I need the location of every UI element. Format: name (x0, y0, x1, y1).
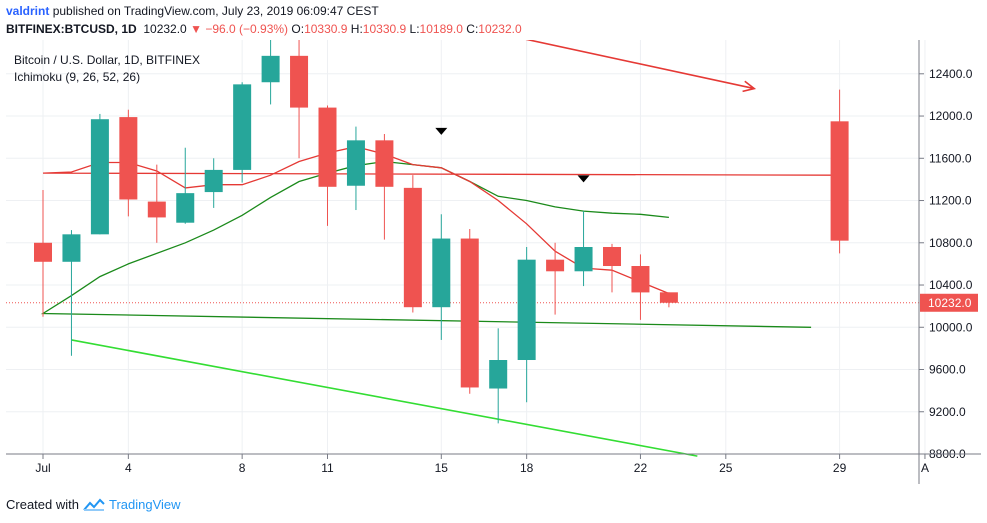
close-label: C: (466, 22, 479, 36)
candle-body (147, 201, 166, 218)
candle-body (62, 234, 81, 262)
candle-body (290, 55, 309, 108)
candle-body (659, 292, 678, 303)
change-down-icon: ▼ (190, 22, 202, 36)
chart-background (6, 40, 981, 490)
candlestick-chart[interactable]: 12400.0 12000.0 11600.0 11200.0 10800.0 10400… (6, 40, 981, 490)
candle-body (546, 259, 565, 272)
candle-body (261, 55, 280, 83)
y-tick-label: 11600.0 (929, 151, 972, 165)
chart-container[interactable]: 12400.0 12000.0 11600.0 11200.0 10800.0 10400… (6, 40, 981, 490)
down-marker (435, 127, 448, 135)
low-value: 10189.0 (419, 22, 463, 36)
candle-body (375, 140, 394, 187)
symbol-header: BITFINEX:BTCUSD, 1D 10232.0 ▼ −96.0 (−0.… (6, 22, 522, 36)
candle-body (574, 247, 593, 272)
trendlines (71, 40, 757, 457)
candle-body (176, 193, 195, 223)
support-trendline (71, 339, 698, 457)
low-label: L: (409, 22, 420, 36)
x-tick-label: 25 (719, 461, 733, 475)
resistance-trendline (525, 40, 755, 90)
y-tick-label: 10000.0 (929, 320, 973, 334)
candle-body (432, 238, 451, 308)
candle-body (233, 84, 252, 170)
x-tick-label: 4 (125, 461, 132, 475)
candle-body (34, 242, 52, 262)
publish-header: valdrint published on TradingView.com, J… (6, 4, 379, 18)
x-tick-label: 15 (435, 461, 449, 475)
candle-body (631, 266, 650, 293)
candle-body (603, 247, 621, 267)
publish-info: published on TradingView.com, July 23, 2… (52, 4, 379, 18)
last-price: 10232.0 (143, 22, 187, 36)
chart-title: Bitcoin / U.S. Dollar, 1D, BITFINEX (14, 53, 200, 67)
y-tick-label: 12400.0 (929, 67, 973, 81)
x-tick-label: 29 (833, 461, 847, 475)
candle-body (204, 169, 223, 193)
footer: Created with TradingView (6, 497, 181, 512)
x-tick-label: 18 (520, 461, 534, 475)
close-value: 10232.0 (478, 22, 522, 36)
candle-body (489, 360, 508, 389)
tradingview-logo-icon (83, 498, 105, 511)
candle-body (460, 238, 479, 388)
symbol-name: BITFINEX:BTCUSD, 1D (6, 22, 137, 36)
x-tick-label: 22 (634, 461, 648, 475)
candle-body (830, 121, 849, 241)
open-label: O: (291, 22, 305, 36)
tradingview-brand[interactable]: TradingView (108, 497, 181, 512)
candle-body (517, 259, 536, 361)
y-tick-label: 9200.0 (929, 405, 966, 419)
candles (34, 40, 849, 424)
candle-body (119, 117, 138, 200)
x-tick-label: Jul (35, 461, 50, 475)
y-tick-label: 11200.0 (929, 194, 972, 208)
created-with-text: Created with (6, 497, 79, 512)
resistance-arrowhead (742, 80, 757, 93)
last-price-label: 10232.0 (928, 296, 972, 310)
down-marker (577, 175, 590, 183)
x-tick-label: 11 (321, 461, 334, 475)
candle-body (403, 187, 422, 308)
candle-body (346, 140, 365, 186)
candle-body (318, 107, 337, 187)
indicator-label: Ichimoku (9, 26, 52, 26) (14, 70, 140, 84)
y-tick-label: 10800.0 (929, 236, 973, 250)
y-tick-label: 9600.0 (929, 363, 966, 377)
y-tick-label: 12000.0 (929, 109, 973, 123)
high-label: H: (350, 22, 363, 36)
author-link[interactable]: valdrint (6, 4, 50, 18)
high-value: 10330.9 (362, 22, 407, 36)
price-change: −96.0 (−0.93%) (205, 22, 289, 36)
candle-body (90, 119, 109, 235)
x-tick-label: A (921, 461, 929, 475)
markers (435, 127, 590, 183)
axes: 12400.0 12000.0 11600.0 11200.0 10800.0 10400… (6, 40, 981, 484)
open-value: 10330.9 (304, 22, 348, 36)
y-tick-label: 10400.0 (929, 278, 973, 292)
last-price-badge (920, 293, 978, 312)
x-tick-label: 8 (239, 461, 246, 475)
